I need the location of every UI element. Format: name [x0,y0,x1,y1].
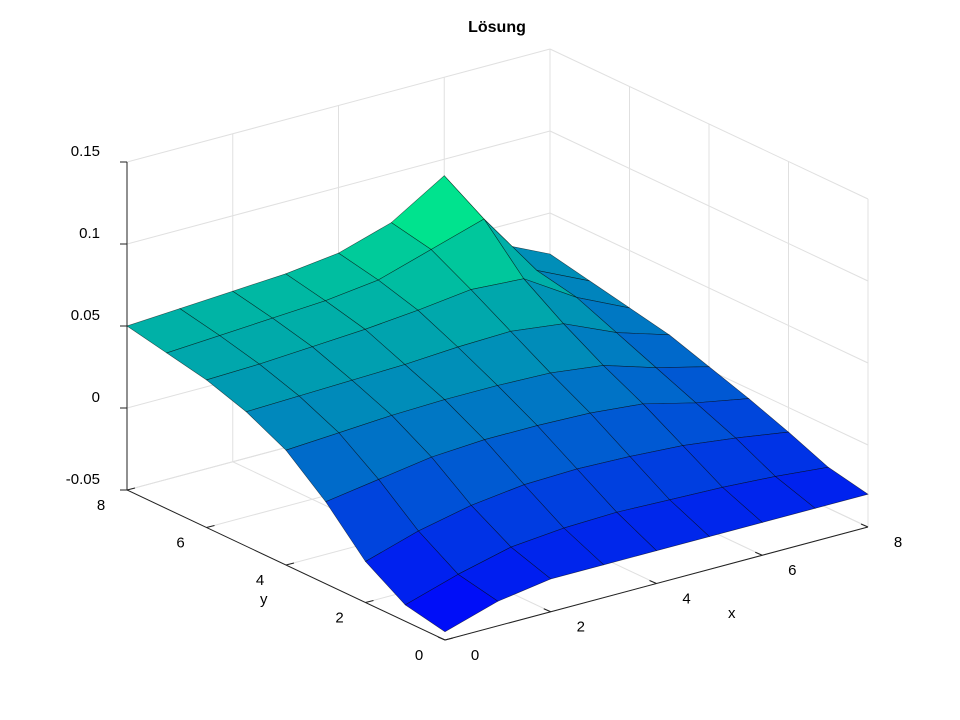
x-tick [437,636,446,641]
chart-title: Lösung [468,19,526,36]
y-tick [444,637,454,641]
y-tick [126,487,136,491]
y-tick-label: 8 [97,497,105,514]
x-axis-label: x [728,605,736,622]
z-tick-label: 0.15 [71,143,100,160]
x-tick-label: 2 [577,619,585,636]
grid-line [126,130,551,245]
x-tick [543,608,551,613]
x-tick-label: 8 [894,534,902,551]
y-tick [206,525,215,528]
x-tick-label: 0 [471,647,479,664]
y-tick [365,600,374,603]
x-tick-label: 6 [788,562,796,579]
x-tick [649,580,657,584]
z-tick-label: 0 [92,389,100,406]
grid-line [549,130,869,282]
z-tick-label: 0.05 [71,307,100,324]
y-tick-label: 4 [256,572,264,589]
y-tick-label: 6 [176,534,184,551]
x-tick [755,551,763,556]
x-tick [860,523,869,528]
z-tick-label: -0.05 [66,471,100,488]
z-tick-label: 0.1 [79,225,100,242]
grid-line [549,48,869,200]
x-tick-label: 4 [682,590,690,607]
grid-line [126,48,551,163]
y-tick-label: 0 [415,647,423,664]
surface-patch [404,573,499,633]
y-tick [285,562,295,566]
y-axis-label: y [260,591,268,608]
grid-line [549,212,869,364]
y-tick-label: 2 [335,609,343,626]
